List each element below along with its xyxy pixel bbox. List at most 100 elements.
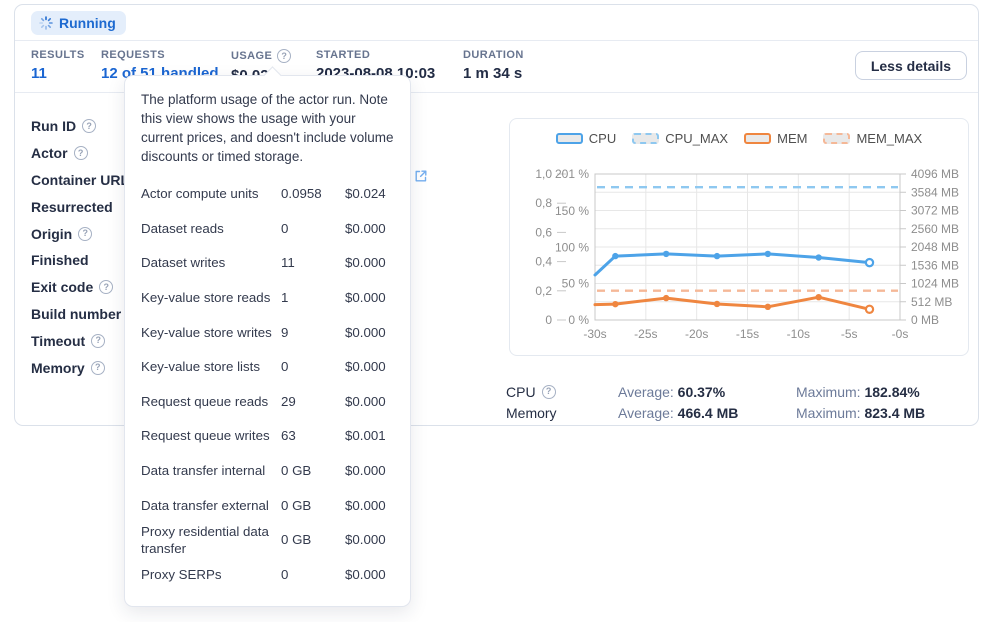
help-icon[interactable]: ? — [78, 226, 93, 241]
svg-text:-15s: -15s — [736, 327, 759, 341]
usage-item-label: Data transfer internal — [141, 463, 266, 479]
legend-item-cpu[interactable]: CPU — [555, 131, 617, 146]
usage-chart: 0 MB 512 MB 1024 MB 1536 MB 2048 MB 2560 MB 30… — [535, 167, 959, 341]
usage-item-label: Actor compute units — [141, 186, 259, 202]
mem-swatch-icon — [744, 133, 772, 144]
usage-item-qty: 0 — [281, 359, 289, 375]
stat-results: RESULTS 11 — [31, 49, 85, 82]
maximum-prefix: Maximum: — [796, 383, 861, 400]
help-icon[interactable]: ? — [73, 146, 88, 161]
field-label: Exit code — [31, 279, 94, 296]
cpu-swatch-icon — [555, 133, 583, 144]
stat-duration-value: 1 m 34 s — [463, 65, 523, 82]
help-icon[interactable]: ? — [277, 49, 292, 63]
usage-item-price: $0.000 — [345, 393, 386, 409]
usage-table-row: Proxy residential data transfer 0 GB $0.… — [141, 523, 394, 558]
svg-text:2048 MB: 2048 MB — [911, 240, 959, 254]
cpu-maximum: Maximum: 182.84% — [796, 384, 972, 400]
usage-table-row: Key-value store reads 1 $0.000 — [141, 280, 394, 315]
usage-item-qty: 0 GB — [281, 497, 312, 513]
svg-text:0,6: 0,6 — [535, 225, 552, 239]
memory-metric-row: Memory Average: 466.4 MB Maximum: 823.4 … — [506, 402, 972, 423]
legend-label: MEM — [777, 131, 808, 146]
usage-table-row: Actor compute units 0.0958 $0.024 — [141, 177, 394, 212]
usage-item-price: $0.000 — [345, 566, 386, 582]
usage-item-label: Key-value store reads — [141, 290, 271, 306]
svg-text:0,4: 0,4 — [535, 255, 552, 269]
usage-item-label: Proxy residential data transfer — [141, 523, 269, 556]
usage-table-row: Request queue reads 29 $0.000 — [141, 384, 394, 419]
stat-usage-label-text: USAGE — [231, 50, 273, 62]
usage-item-price: $0.000 — [345, 220, 386, 236]
usage-table-row: Data transfer internal 0 GB $0.000 — [141, 453, 394, 488]
svg-text:100 %: 100 % — [555, 240, 589, 254]
cpu-metric-label: CPU ? — [506, 384, 618, 400]
memory-average-value: 466.4 MB — [677, 404, 739, 421]
svg-text:512 MB: 512 MB — [911, 295, 952, 309]
usage-item-label: Dataset reads — [141, 220, 224, 236]
help-icon[interactable]: ? — [541, 384, 556, 399]
maximum-prefix: Maximum: — [796, 404, 861, 421]
legend-label: CPU_MAX — [665, 131, 729, 146]
usage-item-label: Proxy SERPs — [141, 566, 222, 582]
usage-tooltip: The platform usage of the actor run. Not… — [124, 66, 411, 607]
stat-results-value[interactable]: 11 — [31, 65, 47, 82]
usage-chart-panel: 0 MB 512 MB 1024 MB 1536 MB 2048 MB 2560 MB 30… — [509, 118, 969, 356]
svg-text:0 %: 0 % — [568, 313, 589, 327]
field-label: Build number — [31, 305, 122, 322]
svg-text:3072 MB: 3072 MB — [911, 204, 959, 218]
external-link-icon[interactable] — [413, 168, 429, 184]
usage-table-row: Data transfer external 0 GB $0.000 — [141, 488, 394, 523]
svg-text:0: 0 — [545, 313, 552, 327]
stat-requests-label: REQUESTS — [101, 49, 166, 61]
field-resurrected: Resurrected — [31, 193, 149, 220]
usage-table-row: Dataset writes 11 $0.000 — [141, 246, 394, 281]
mem_max-swatch-icon — [823, 133, 851, 144]
field-exit-code: Exit code ? — [31, 274, 149, 301]
svg-text:150 %: 150 % — [555, 204, 589, 218]
status-label: Running — [59, 14, 116, 31]
memory-maximum-value: 823.4 MB — [864, 404, 926, 421]
usage-item-label: Request queue reads — [141, 393, 269, 409]
usage-item-qty: 0 — [281, 220, 289, 236]
usage-table-row: Key-value store writes 9 $0.000 — [141, 315, 394, 350]
usage-item-qty: 11 — [281, 255, 295, 271]
help-icon[interactable]: ? — [82, 119, 97, 134]
field-timeout: Timeout ? — [31, 327, 149, 354]
help-icon[interactable]: ? — [99, 280, 114, 295]
svg-text:-0s: -0s — [892, 327, 909, 341]
field-label: Memory — [31, 359, 85, 376]
metric-label-text: Memory — [506, 404, 557, 421]
stat-duration: DURATION 1 m 34 s — [463, 49, 524, 82]
svg-text:0 MB: 0 MB — [911, 313, 939, 327]
stat-results-label: RESULTS — [31, 49, 85, 61]
memory-average: Average: 466.4 MB — [618, 405, 796, 421]
legend-item-mem[interactable]: MEM — [744, 131, 807, 146]
usage-item-qty: 1 — [281, 290, 289, 306]
usage-item-qty: 0 — [281, 566, 289, 582]
usage-item-price: $0.024 — [345, 186, 386, 202]
svg-text:0,2: 0,2 — [535, 284, 552, 298]
metrics-summary: CPU ? Average: 60.37% Maximum: 182.84% M… — [506, 381, 972, 423]
usage-item-qty: 0 GB — [281, 463, 312, 479]
help-icon[interactable]: ? — [90, 360, 105, 375]
field-run-id: Run ID ? — [31, 113, 149, 140]
less-details-button[interactable]: Less details — [854, 51, 967, 80]
usage-item-qty: 9 — [281, 324, 289, 340]
field-actor: Actor ? — [31, 140, 149, 167]
field-finished: Finished — [31, 247, 149, 274]
memory-metric-label: Memory — [506, 405, 618, 421]
help-icon[interactable]: ? — [91, 333, 106, 348]
field-origin: Origin ? — [31, 220, 149, 247]
svg-text:1,0: 1,0 — [535, 167, 552, 181]
spinner-icon — [39, 15, 53, 30]
status-badge: Running — [31, 10, 126, 35]
usage-item-price: $0.001 — [345, 428, 386, 444]
usage-item-price: $0.000 — [345, 463, 386, 479]
legend-label: CPU — [588, 131, 617, 146]
svg-text:-25s: -25s — [634, 327, 657, 341]
usage-table-row: Request queue writes 63 $0.001 — [141, 419, 394, 454]
cpu-average: Average: 60.37% — [618, 384, 796, 400]
legend-item-cpu_max[interactable]: CPU_MAX — [632, 131, 728, 146]
legend-item-mem_max[interactable]: MEM_MAX — [823, 131, 922, 146]
